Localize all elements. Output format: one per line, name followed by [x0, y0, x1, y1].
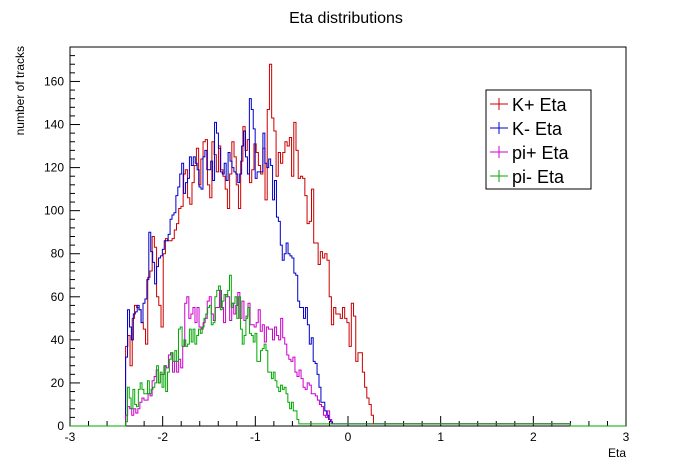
- legend-label: pi- Eta: [512, 167, 565, 187]
- y-tick-label: 120: [44, 161, 64, 175]
- legend: K+ Eta K- Eta pi+ Eta pi- Eta: [485, 89, 592, 190]
- chart-title: Eta distributions: [289, 10, 403, 27]
- x-axis-label: Eta: [608, 446, 626, 460]
- y-tick-label: 140: [44, 118, 64, 132]
- legend-box: [485, 89, 592, 190]
- y-tick-label: 20: [51, 376, 65, 390]
- y-tick-label: 0: [57, 419, 64, 433]
- y-axis: 0 20 40 60 80 100 120 140 160: [44, 55, 80, 433]
- series-line-4: [70, 274, 626, 427]
- y-tick-label: 80: [51, 247, 65, 261]
- histogram-series: [70, 63, 626, 427]
- y-tick-label: 40: [51, 333, 65, 347]
- y-tick-label: 100: [44, 204, 64, 218]
- x-tick-label: -2: [157, 430, 168, 444]
- x-tick-label: 3: [623, 430, 630, 444]
- y-tick-label: 60: [51, 290, 65, 304]
- series-line-3: [70, 289, 626, 427]
- legend-label: K- Eta: [512, 119, 563, 139]
- y-axis-label: number of tracks: [13, 46, 27, 135]
- x-axis: -3 -2 -1 0 1 2 3: [65, 416, 630, 444]
- x-tick-label: -1: [250, 430, 261, 444]
- legend-label: pi+ Eta: [512, 143, 570, 163]
- legend-label: K+ Eta: [512, 95, 568, 115]
- x-tick-label: 2: [530, 430, 537, 444]
- x-tick-label: -3: [65, 430, 76, 444]
- y-tick-label: 160: [44, 74, 64, 88]
- x-tick-label: 1: [437, 430, 444, 444]
- x-tick-label: 0: [345, 430, 352, 444]
